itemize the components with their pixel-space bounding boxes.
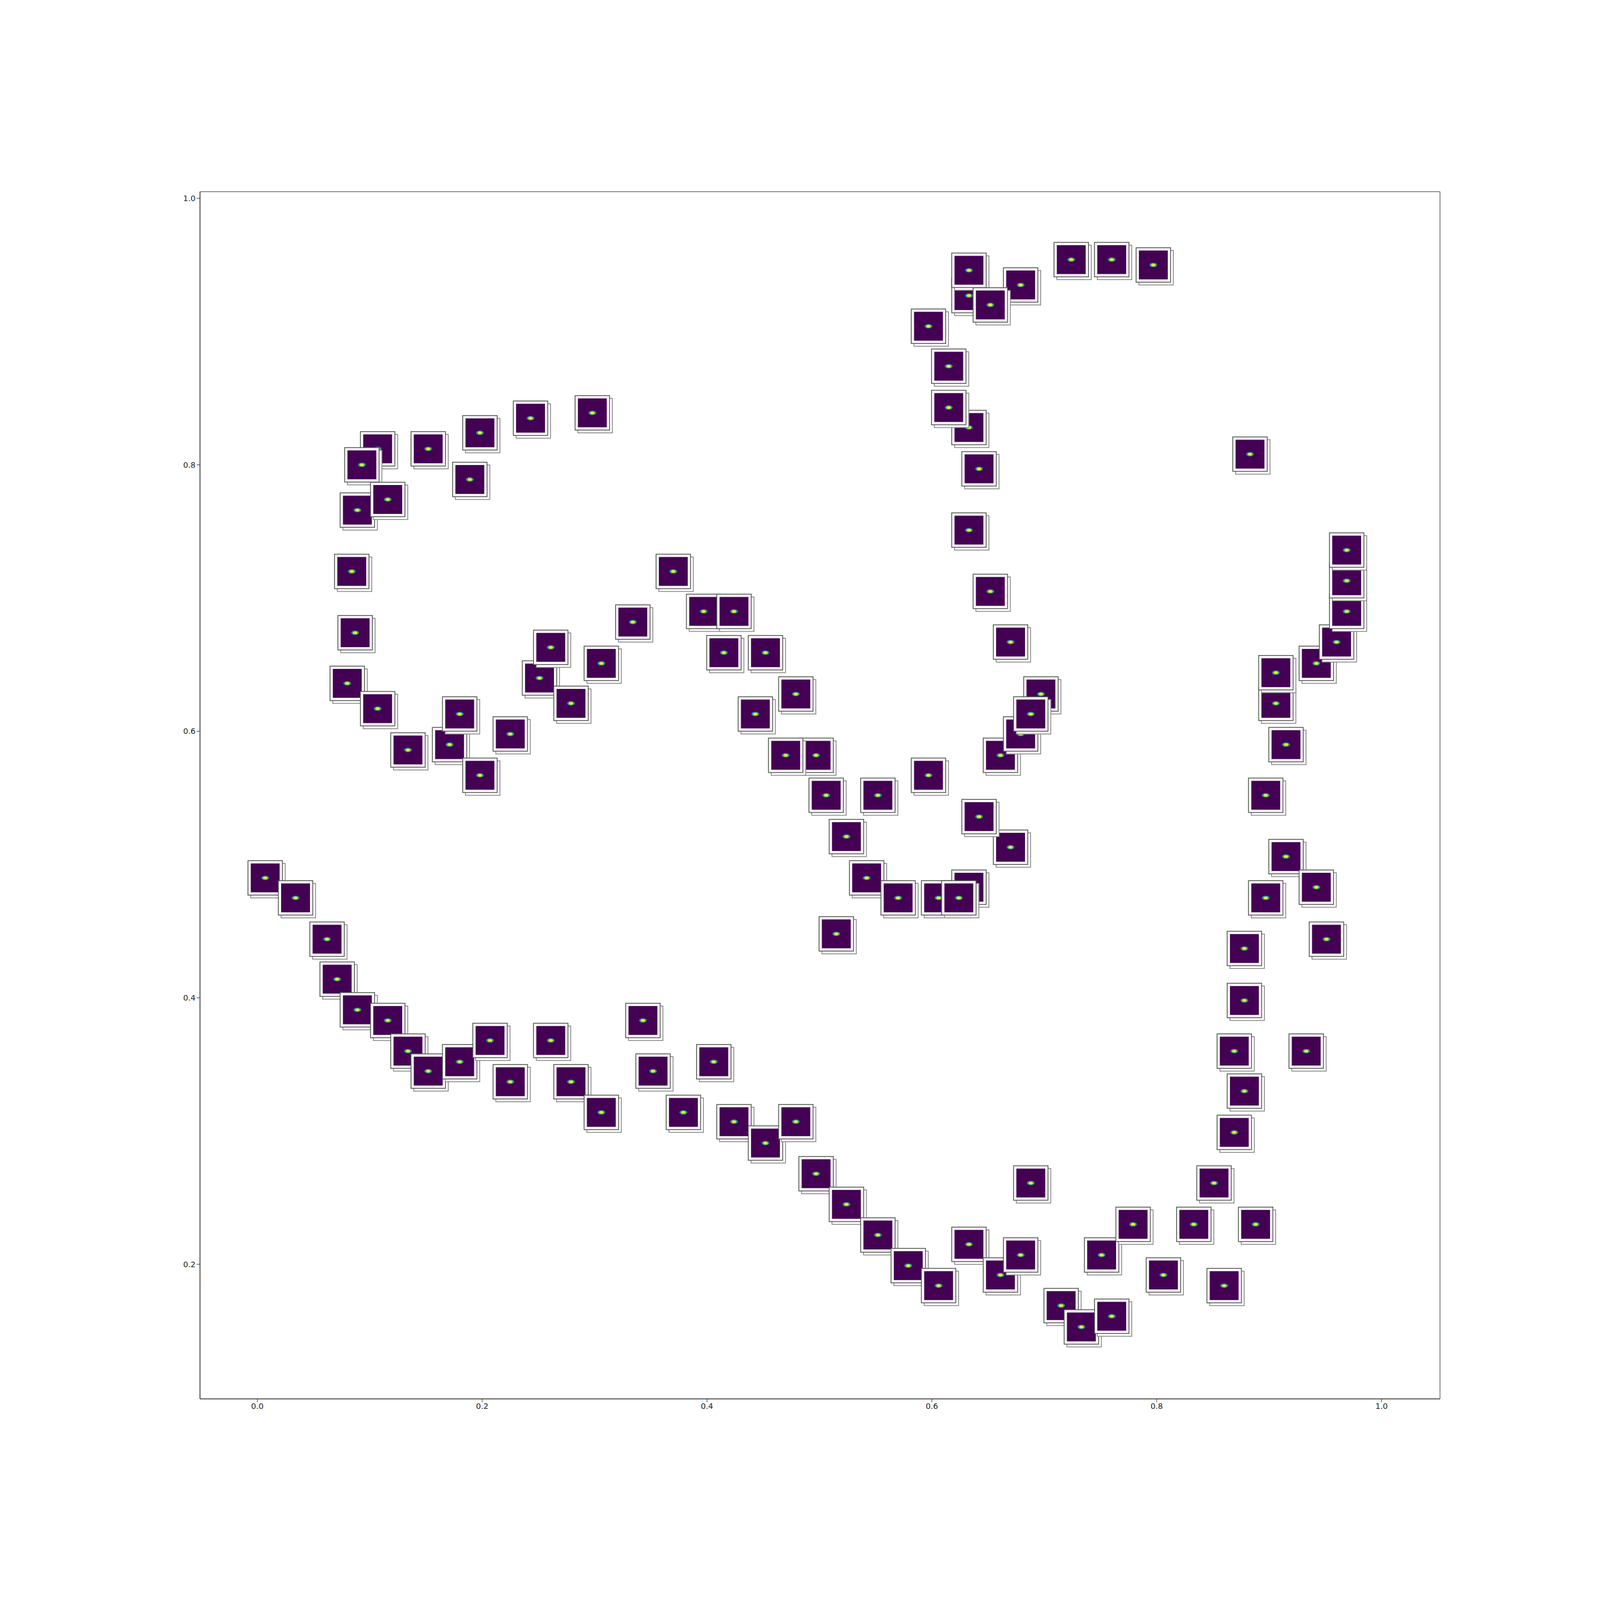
svg-text:0.2: 0.2 [476,1401,489,1411]
svg-text:0.0: 0.0 [251,1401,264,1411]
svg-text:1.0: 1.0 [183,193,196,203]
svg-text:1.0: 1.0 [1375,1401,1388,1411]
svg-text:0.2: 0.2 [183,1260,196,1269]
svg-text:0.4: 0.4 [183,993,196,1003]
svg-text:0.4: 0.4 [700,1401,713,1411]
svg-text:0.8: 0.8 [1150,1401,1163,1411]
svg-text:0.8: 0.8 [183,460,196,470]
svg-text:0.6: 0.6 [183,726,196,736]
svg-text:0.6: 0.6 [925,1401,938,1411]
